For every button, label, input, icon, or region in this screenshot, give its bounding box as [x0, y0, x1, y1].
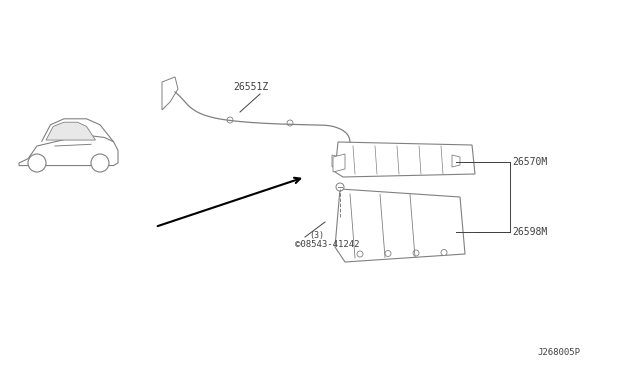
Polygon shape	[452, 155, 460, 167]
Text: 26598M: 26598M	[512, 227, 547, 237]
Text: J268005P: J268005P	[537, 348, 580, 357]
Polygon shape	[332, 155, 340, 167]
Circle shape	[357, 251, 363, 257]
Polygon shape	[19, 136, 118, 166]
Circle shape	[336, 183, 344, 191]
Circle shape	[227, 117, 233, 123]
Circle shape	[385, 250, 391, 257]
Text: ©08543-41242: ©08543-41242	[295, 240, 360, 249]
Circle shape	[287, 120, 293, 126]
Circle shape	[28, 154, 46, 172]
Polygon shape	[335, 189, 465, 262]
Polygon shape	[162, 77, 178, 110]
Polygon shape	[333, 154, 345, 172]
Text: 26570M: 26570M	[512, 157, 547, 167]
Circle shape	[91, 154, 109, 172]
Text: (3): (3)	[309, 231, 324, 240]
Polygon shape	[335, 142, 475, 177]
Circle shape	[413, 250, 419, 256]
Polygon shape	[46, 122, 95, 140]
Text: 26551Z: 26551Z	[233, 82, 268, 92]
Circle shape	[441, 250, 447, 256]
